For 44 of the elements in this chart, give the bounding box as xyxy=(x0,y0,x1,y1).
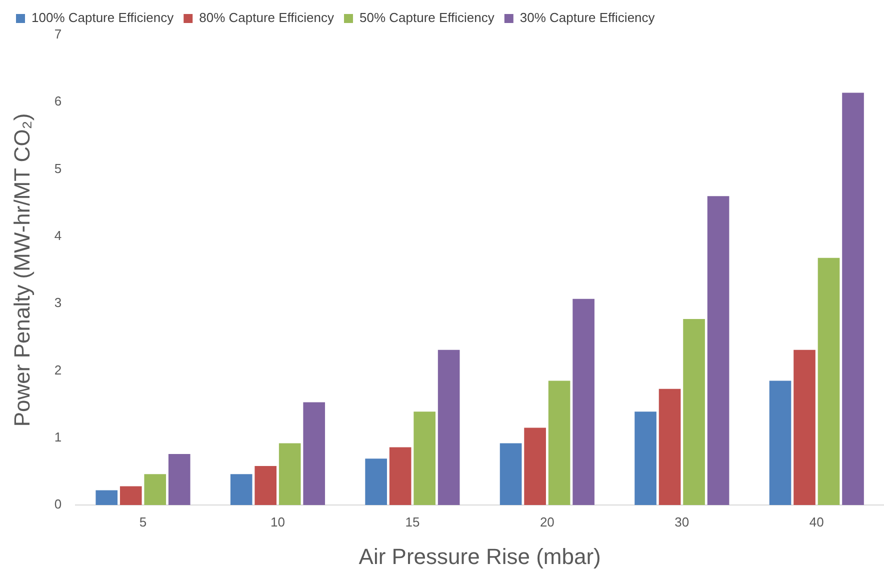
y-tick-label: 7 xyxy=(54,26,62,42)
x-tick-label: 10 xyxy=(270,514,285,530)
bar xyxy=(658,388,681,505)
bar xyxy=(230,474,252,505)
bar xyxy=(254,466,277,505)
bar xyxy=(278,443,301,505)
bar xyxy=(389,447,412,505)
bar xyxy=(818,258,840,505)
bar xyxy=(144,474,166,505)
legend-label: 100% Capture Efficiency xyxy=(32,10,174,26)
bar xyxy=(120,486,142,505)
x-tick-label: 15 xyxy=(405,514,420,530)
bar xyxy=(500,443,522,505)
x-tick-label: 5 xyxy=(139,514,147,530)
bar xyxy=(572,298,594,505)
bar xyxy=(548,380,570,505)
y-tick-label: 3 xyxy=(54,295,62,310)
bar xyxy=(794,350,816,505)
x-tick-label: 20 xyxy=(540,514,554,530)
y-tick-label: 5 xyxy=(54,160,62,176)
bar xyxy=(634,412,656,505)
x-tick-label: 30 xyxy=(674,514,690,530)
y-axis-title: Power Penalty (MW-hr/MT CO₂) xyxy=(9,113,34,427)
y-tick-label: 1 xyxy=(54,429,62,444)
bar xyxy=(96,490,118,505)
bar xyxy=(842,92,864,505)
legend-label: 80% Capture Efficiency xyxy=(199,10,335,26)
y-tick-label: 2 xyxy=(54,362,62,378)
bar xyxy=(168,454,190,505)
bar xyxy=(707,196,730,505)
bar xyxy=(769,380,792,505)
legend-label: 50% Capture Efficiency xyxy=(360,10,495,26)
y-tick-label: 6 xyxy=(54,94,62,109)
bar xyxy=(414,412,436,505)
x-axis-title: Air Pressure Rise (mbar) xyxy=(358,544,601,569)
bar xyxy=(303,402,326,505)
bar xyxy=(438,350,460,505)
x-tick-label: 40 xyxy=(809,514,824,530)
y-tick-label: 0 xyxy=(54,496,62,512)
legend-label: 30% Capture Efficiency xyxy=(520,10,656,26)
y-tick-label: 4 xyxy=(54,228,62,244)
bar xyxy=(524,428,546,505)
bar xyxy=(683,319,705,505)
bar xyxy=(365,458,387,505)
